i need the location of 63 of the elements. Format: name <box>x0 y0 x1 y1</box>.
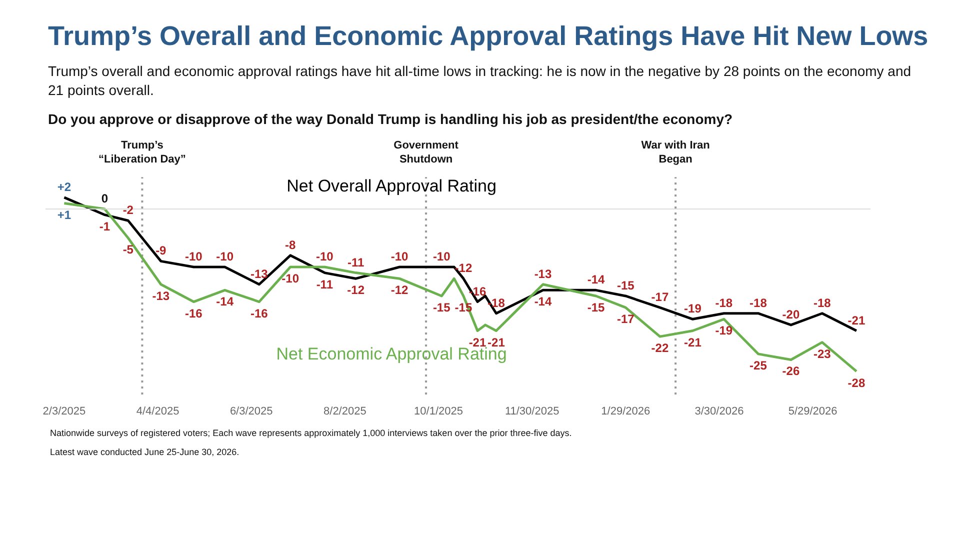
data-label: 0 <box>101 192 108 206</box>
data-label: -13 <box>152 289 170 304</box>
data-label: -14 <box>216 295 234 310</box>
text: Nationwide surveys of registered voters; Each wave represents approximately 1,000 interviews taken over the prior three-five days. <box>50 428 572 438</box>
data-label: -19 <box>715 324 733 338</box>
data-label: -21 <box>684 336 702 350</box>
data-label: -14 <box>534 295 552 310</box>
data-label: -19 <box>684 302 702 316</box>
data-label: -11 <box>316 278 334 292</box>
data-label: -23 <box>813 347 832 362</box>
data-label: -21 <box>848 314 866 328</box>
x-tick-label: 3/30/2026 <box>694 406 744 418</box>
text: Net Overall Approval Rating <box>286 176 496 196</box>
data-label: -26 <box>782 364 800 379</box>
data-label: -15 <box>432 300 451 315</box>
data-label: -13 <box>250 267 268 282</box>
data-label: -1 <box>99 220 110 234</box>
data-label: -15 <box>616 278 635 293</box>
ref-line-label: War with Iran Began <box>641 140 710 166</box>
data-label: -18 <box>750 296 768 310</box>
data-label: -10 <box>316 250 334 264</box>
data-label: -10 <box>184 250 203 264</box>
data-label: -21 <box>488 336 506 350</box>
data-label: -10 <box>216 250 234 264</box>
x-tick-label: 2/3/2025 <box>42 406 86 418</box>
data-label: -17 <box>616 312 635 327</box>
data-label: -10 <box>432 250 451 264</box>
data-label: -11 <box>348 256 365 270</box>
data-label: -10 <box>282 272 300 286</box>
data-label: -13 <box>534 267 552 282</box>
data-label: -25 <box>750 358 768 373</box>
text: Latest wave conducted June 25-June 30, 2026. <box>50 447 240 458</box>
data-label: -10 <box>390 250 409 264</box>
data-label: -2 <box>122 204 134 218</box>
data-label: -18 <box>813 296 832 310</box>
x-tick-label: 6/3/2025 <box>230 406 273 418</box>
data-label: -14 <box>587 273 606 288</box>
x-tick-label: 4/4/2025 <box>136 406 180 418</box>
data-label: -16 <box>184 306 203 321</box>
data-label: -18 <box>715 296 733 310</box>
text: Do you approve or disapprove of the way Donald Trump is handling his job as president/the economy? <box>48 110 733 130</box>
data-label: -20 <box>782 308 800 322</box>
data-label: +1 <box>57 208 72 222</box>
x-tick-label: 8/2/2025 <box>324 406 366 418</box>
chart-title: Trump’s Overall and Economic Approval Ratings Have Hit New Lows <box>48 21 928 52</box>
x-tick-label: 10/1/2025 <box>414 406 463 418</box>
x-tick-label: 11/30/2025 <box>504 406 560 418</box>
ref-line-label: Government Shutdown <box>394 140 459 166</box>
x-tick-label: 5/29/2026 <box>788 406 838 418</box>
chart-subtitle: Trump’s overall and economic approval ratings have hit all-time lows in tracking: he is now in the negative by 28 points on the economy and 21 points overall. <box>48 62 912 100</box>
data-label: -28 <box>848 376 866 390</box>
x-tick-label: 1/29/2026 <box>601 406 650 418</box>
data-label: -17 <box>651 290 669 305</box>
data-label: -12 <box>347 284 365 298</box>
data-label: -8 <box>285 238 296 252</box>
data-label: +2 <box>57 180 72 194</box>
data-label: -22 <box>651 342 669 356</box>
data-label: -9 <box>156 244 167 258</box>
data-label: -5 <box>122 242 134 257</box>
data-label: -16 <box>250 306 268 321</box>
data-label: -12 <box>390 284 409 298</box>
data-label: -15 <box>587 300 606 315</box>
ref-line-label: Trump’s “Liberation Day” <box>98 140 186 166</box>
